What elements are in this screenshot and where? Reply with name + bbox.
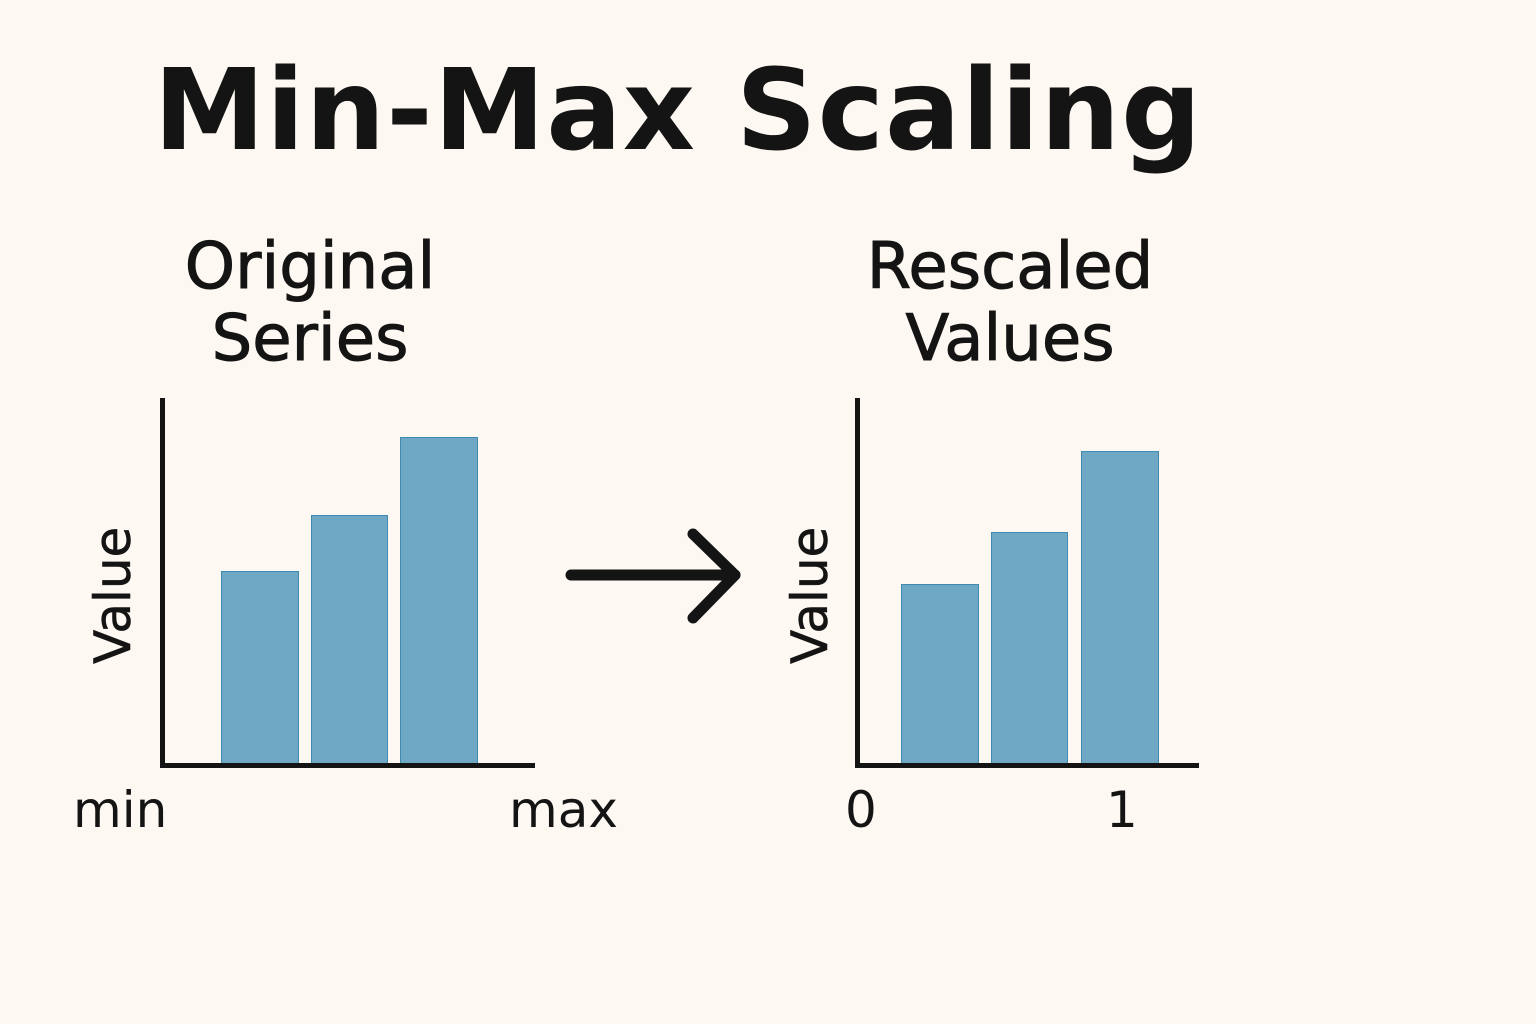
arrow-right-icon bbox=[565, 528, 745, 625]
rescaled-x-tick-1: 1 bbox=[1106, 781, 1138, 839]
rescaled-bar-2 bbox=[991, 532, 1068, 763]
rescaled-x-tick-0: 0 bbox=[845, 781, 877, 839]
rescaled-y-axis bbox=[855, 398, 860, 768]
original-x-tick-min: min bbox=[73, 781, 168, 839]
rescaled-y-axis-label: Value bbox=[781, 526, 840, 664]
rescaled-title-line1: Rescaled bbox=[866, 230, 1154, 304]
original-x-axis bbox=[160, 763, 535, 768]
rescaled-title-line2: Values bbox=[905, 302, 1115, 376]
original-bar-1 bbox=[221, 571, 299, 763]
original-bar-3 bbox=[400, 437, 478, 763]
original-y-axis-label: Value bbox=[84, 526, 143, 664]
original-bar-2 bbox=[311, 515, 388, 763]
original-y-axis bbox=[160, 398, 165, 768]
rescaled-x-axis bbox=[855, 763, 1199, 768]
rescaled-values-title: Rescaled Values bbox=[810, 230, 1210, 376]
original-title-line2: Series bbox=[211, 302, 409, 376]
original-title-line1: Original bbox=[184, 230, 436, 304]
rescaled-bar-3 bbox=[1081, 451, 1159, 763]
page-title: Min-Max Scaling bbox=[153, 46, 1203, 176]
original-x-tick-max: max bbox=[509, 781, 618, 839]
original-series-title: Original Series bbox=[110, 230, 510, 376]
rescaled-bar-1 bbox=[901, 584, 979, 763]
